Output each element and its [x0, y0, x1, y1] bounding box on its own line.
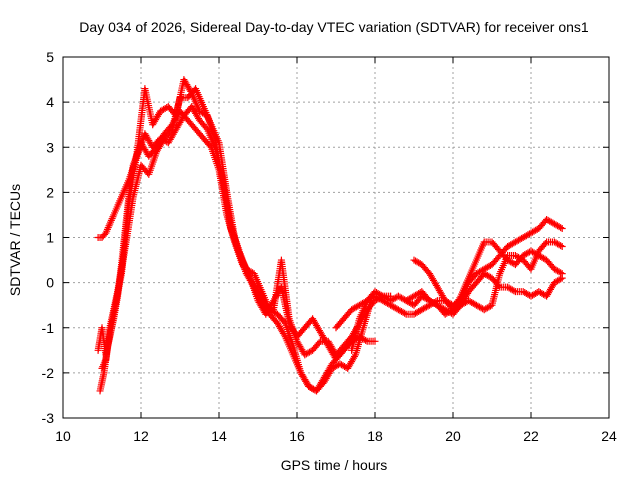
- x-axis-label: GPS time / hours: [281, 457, 388, 473]
- y-tick-label: 3: [46, 139, 54, 155]
- data-point: [280, 331, 288, 339]
- x-tick-label: 16: [289, 428, 305, 444]
- data-point: [280, 318, 288, 326]
- y-tick-label: -1: [42, 320, 55, 336]
- x-tick-label: 24: [601, 428, 617, 444]
- data-point: [510, 287, 518, 295]
- series-track-7: [402, 270, 566, 318]
- data-point: [167, 127, 175, 135]
- data-point: [351, 353, 359, 361]
- data-point: [557, 275, 565, 283]
- data-point: [315, 339, 323, 347]
- data-point: [371, 337, 379, 345]
- data-point: [401, 309, 409, 317]
- data-point: [557, 224, 565, 232]
- series-track-8: [410, 238, 566, 314]
- y-tick-label: 2: [46, 184, 54, 200]
- data-point: [558, 243, 566, 251]
- x-tick-label: 14: [211, 428, 227, 444]
- chart-title: Day 034 of 2026, Sidereal Day-to-day VTE…: [79, 19, 589, 35]
- y-tick-label: 1: [46, 230, 54, 246]
- plot-frame: [62, 56, 610, 419]
- data-point: [362, 336, 370, 344]
- data-point: [558, 224, 566, 232]
- data-point: [541, 240, 549, 248]
- y-tick-label: 0: [46, 275, 54, 291]
- data-point: [557, 242, 565, 250]
- y-tick-label: -2: [42, 365, 55, 381]
- data-point: [558, 274, 566, 282]
- series-track-4: [98, 85, 395, 372]
- y-tick-label: 5: [46, 49, 54, 65]
- y-tick-label: -3: [42, 410, 55, 426]
- x-tick-label: 22: [523, 428, 539, 444]
- x-tick-label: 12: [133, 428, 149, 444]
- y-tick-label: 4: [46, 94, 54, 110]
- data-point: [557, 269, 565, 277]
- x-tick-label: 18: [367, 428, 383, 444]
- x-tick-label: 20: [445, 428, 461, 444]
- data-marks: [94, 76, 566, 395]
- x-tick-label: 10: [55, 428, 71, 444]
- y-axis-label: SDTVAR / TECUs: [7, 184, 23, 296]
